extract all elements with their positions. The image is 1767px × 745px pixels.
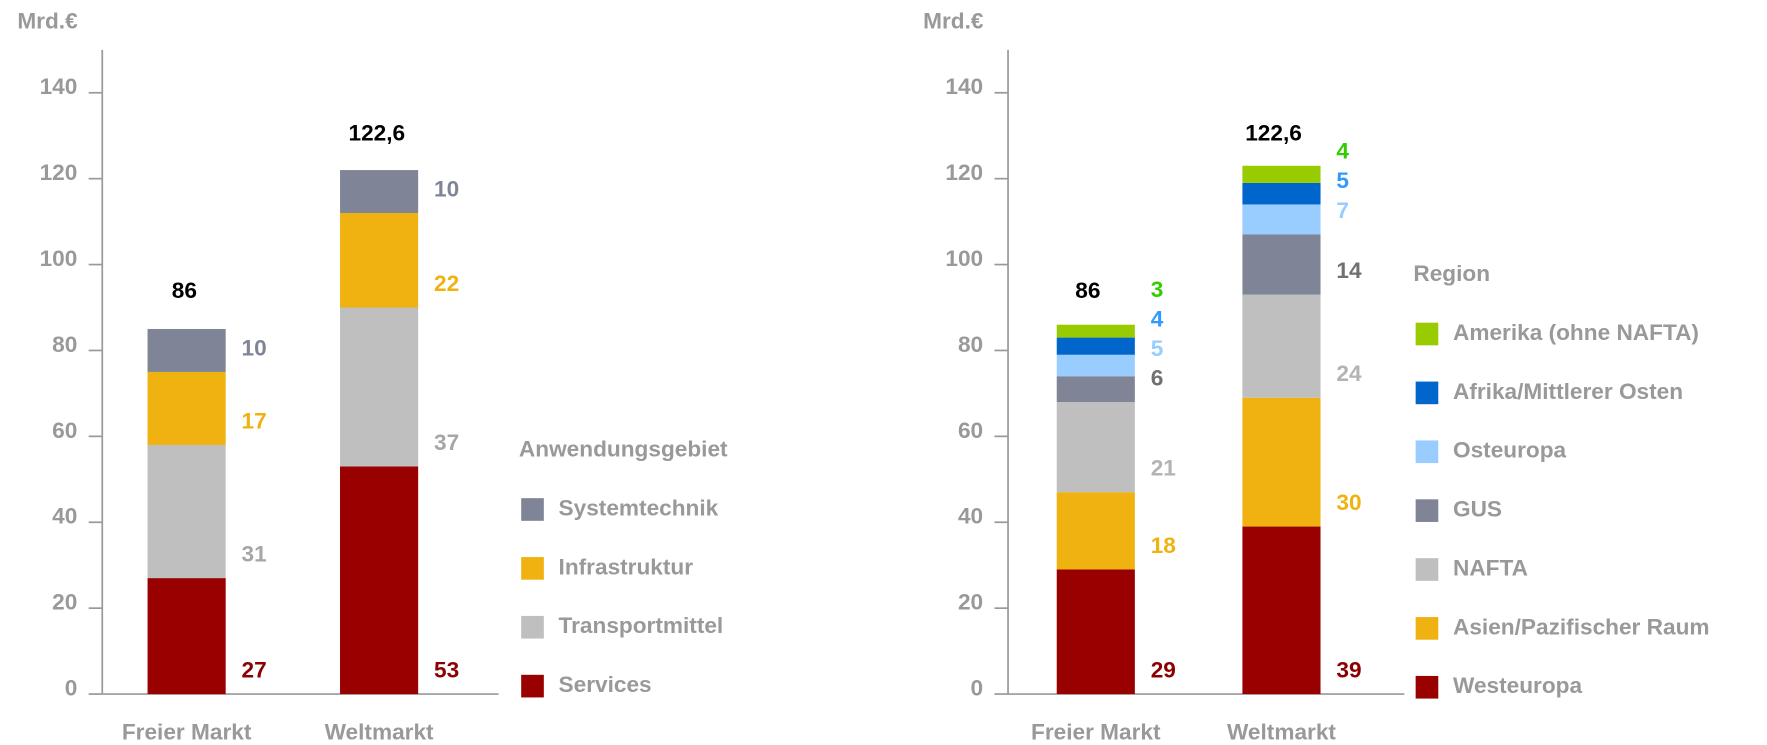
legend-label: Systemtechnik xyxy=(559,495,719,520)
y-tick-label: 100 xyxy=(945,246,983,271)
bar-segment xyxy=(1242,526,1321,695)
data-label: 7 xyxy=(1336,198,1349,223)
bar-segment xyxy=(1242,234,1321,295)
total-label: 86 xyxy=(1075,278,1100,303)
legend-label: GUS xyxy=(1453,497,1502,522)
bar-segment xyxy=(1242,204,1321,235)
data-label: 30 xyxy=(1336,490,1361,515)
x-tick-label: Freier Markt xyxy=(1031,720,1161,745)
y-tick-label: 100 xyxy=(40,246,78,271)
y-axis-label: Mrd.€ xyxy=(923,9,984,34)
bar-segment xyxy=(1056,401,1135,493)
y-tick-label: 40 xyxy=(958,504,983,529)
data-label: 14 xyxy=(1336,258,1362,283)
data-label: 4 xyxy=(1151,306,1164,331)
legend-title: Anwendungsgebiet xyxy=(519,437,728,462)
y-tick-label: 80 xyxy=(52,332,77,357)
data-label: 17 xyxy=(242,408,267,433)
y-tick-label: 20 xyxy=(958,590,983,615)
legend-swatch xyxy=(1415,440,1439,464)
bar-segment xyxy=(1056,569,1135,695)
bar-segment xyxy=(340,213,419,308)
x-tick-label: Weltmarkt xyxy=(1227,720,1336,745)
data-label: 39 xyxy=(1336,657,1361,682)
data-label: 24 xyxy=(1336,361,1362,386)
data-label: 10 xyxy=(242,335,267,360)
data-label: 10 xyxy=(434,176,459,201)
legend-label: Infrastruktur xyxy=(559,554,694,579)
bar-segment xyxy=(1056,354,1135,377)
legend-swatch xyxy=(1415,617,1439,640)
legend-swatch xyxy=(1415,381,1439,405)
y-tick-label: 20 xyxy=(52,590,77,615)
y-tick-label: 60 xyxy=(958,418,983,443)
bar-segment xyxy=(340,170,419,214)
y-tick-label: 140 xyxy=(40,74,78,99)
x-tick-label: Freier Markt xyxy=(122,720,252,745)
bar-segment xyxy=(340,307,419,467)
total-label: 86 xyxy=(172,278,197,303)
legend-swatch xyxy=(521,557,544,580)
legend-label: NAFTA xyxy=(1453,555,1528,580)
data-label: 18 xyxy=(1151,533,1176,558)
bar-segment xyxy=(147,371,226,445)
y-axis-label: Mrd.€ xyxy=(17,9,78,34)
data-label: 37 xyxy=(434,430,459,455)
data-label: 3 xyxy=(1151,277,1164,302)
legend-label: Transportmittel xyxy=(559,613,724,638)
bar-segment xyxy=(1056,324,1135,338)
data-label: 4 xyxy=(1336,138,1349,163)
legend-swatch xyxy=(521,498,544,521)
data-label: 27 xyxy=(242,657,267,682)
bar-segment xyxy=(1242,397,1321,527)
total-label: 122,6 xyxy=(1245,121,1302,146)
data-label: 22 xyxy=(434,271,459,296)
legend-label: Afrika/Mittlerer Osten xyxy=(1453,379,1683,404)
data-label: 31 xyxy=(242,541,267,566)
legend-label: Amerika (ohne NAFTA) xyxy=(1453,320,1699,345)
bar-segment xyxy=(147,328,226,372)
legend-title: Region xyxy=(1413,261,1490,286)
bar-segment xyxy=(1242,294,1321,398)
legend-swatch xyxy=(1415,675,1439,699)
y-tick-label: 80 xyxy=(958,332,983,357)
x-tick-label: Weltmarkt xyxy=(325,720,434,745)
data-label: 53 xyxy=(434,657,459,682)
y-tick-label: 0 xyxy=(65,676,78,701)
bar-segment xyxy=(1242,182,1321,205)
total-label: 122,6 xyxy=(349,121,406,146)
bar-segment xyxy=(1056,376,1135,402)
legend-label: Asien/Pazifischer Raum xyxy=(1453,614,1710,639)
bar-segment xyxy=(1056,337,1135,355)
data-label: 29 xyxy=(1151,657,1176,682)
legend-label: Westeuropa xyxy=(1453,673,1582,698)
bar-segment xyxy=(147,444,226,579)
legend-swatch xyxy=(1415,558,1439,581)
legend-swatch xyxy=(1415,499,1439,522)
bar-segment xyxy=(1242,165,1321,183)
y-tick-label: 40 xyxy=(52,504,77,529)
legend-swatch xyxy=(1415,322,1439,346)
data-label: 21 xyxy=(1151,456,1176,481)
data-label: 6 xyxy=(1151,365,1164,390)
legend-label: Osteuropa xyxy=(1453,438,1567,463)
bar-segment xyxy=(147,578,226,695)
y-tick-label: 120 xyxy=(40,160,78,185)
y-tick-label: 120 xyxy=(945,160,983,185)
y-tick-label: 60 xyxy=(52,418,77,443)
y-tick-label: 0 xyxy=(971,676,984,701)
y-tick-label: 140 xyxy=(945,74,983,99)
bar-segment xyxy=(1056,492,1135,570)
legend-label: Services xyxy=(559,672,652,697)
bar-segment xyxy=(340,466,419,695)
legend-swatch xyxy=(521,674,544,698)
legend-swatch xyxy=(521,615,544,639)
data-label: 5 xyxy=(1336,168,1349,193)
data-label: 5 xyxy=(1151,336,1164,361)
